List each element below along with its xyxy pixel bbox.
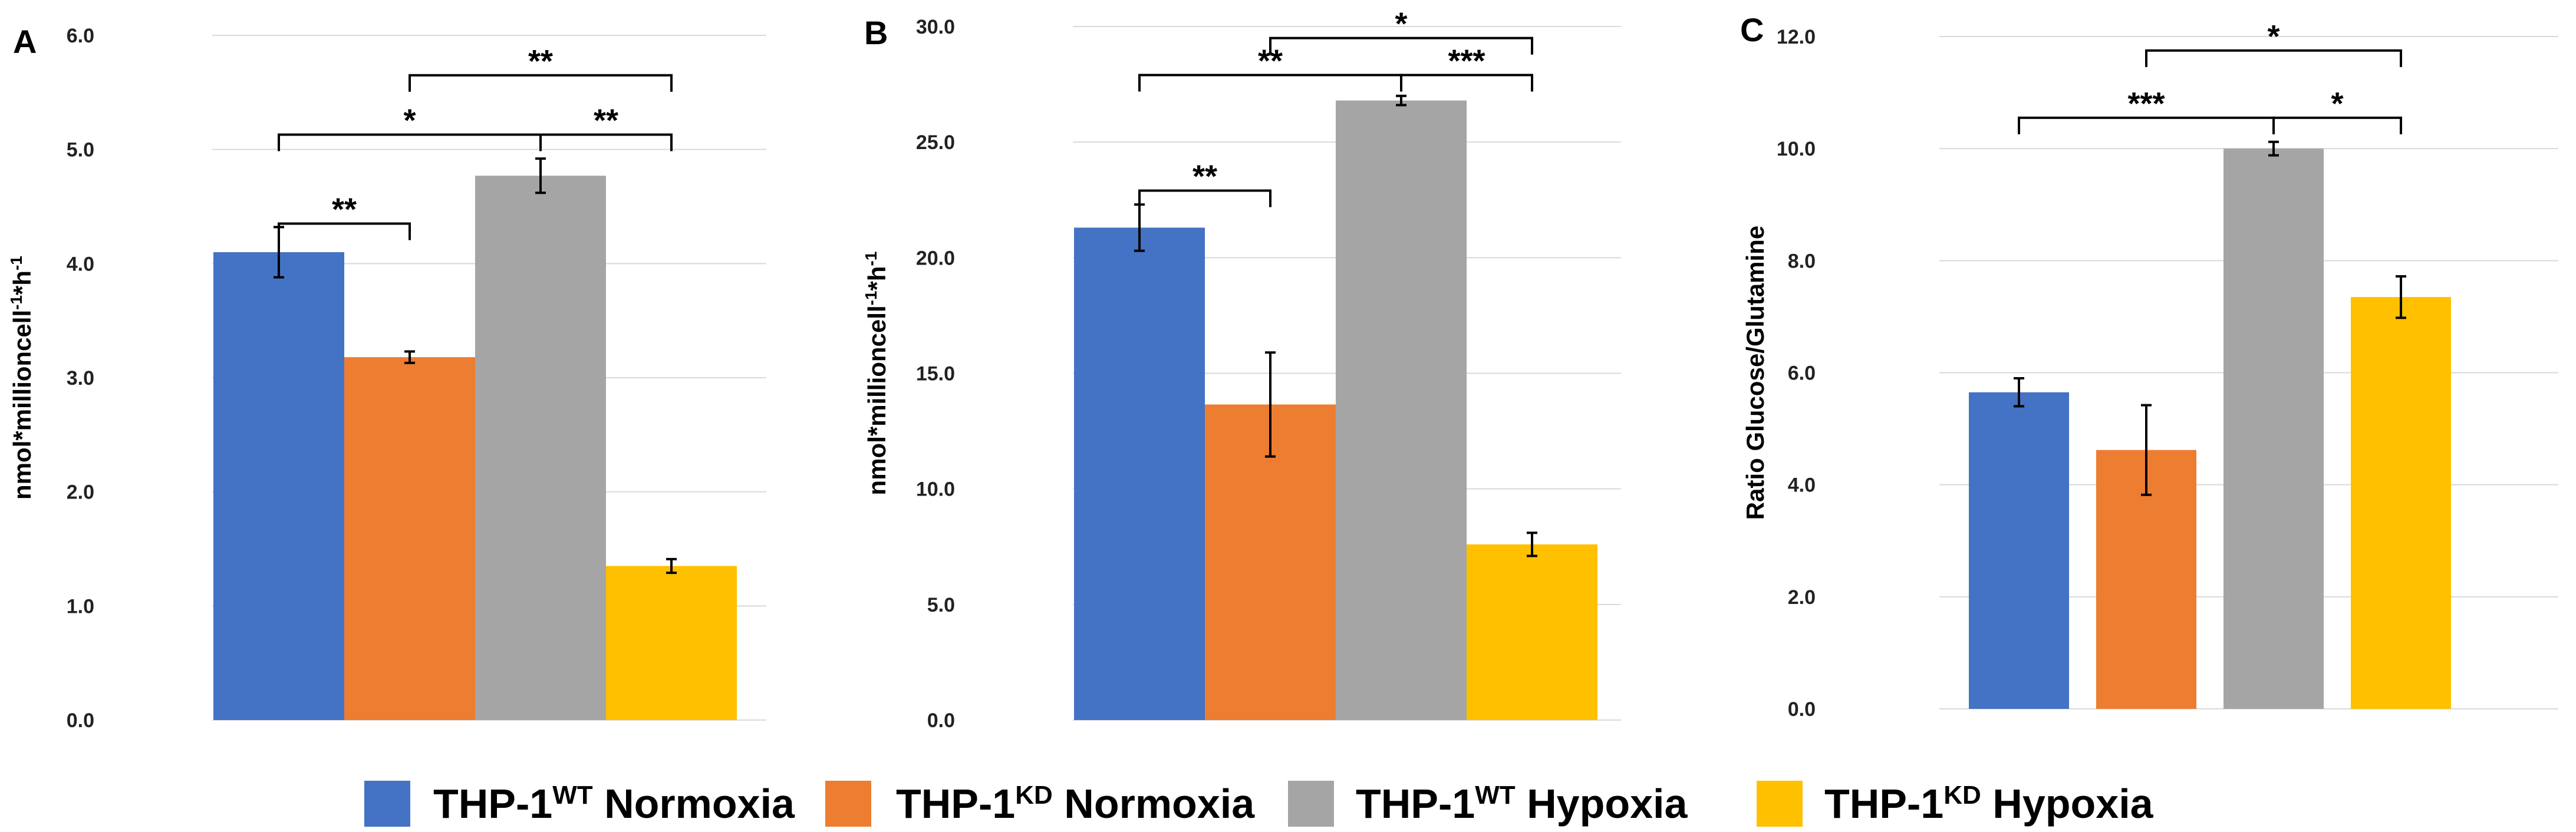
chart-panel-a: 0.01.02.03.04.05.06.0Anmol*millioncell-1…: [7, 23, 766, 732]
y-axis-label-text: nmol*millioncell: [8, 310, 36, 500]
y-axis-label-text: nmol*millioncell: [863, 305, 891, 495]
significance-label: *: [1395, 6, 1407, 42]
significance-bracket: [409, 74, 673, 92]
significance-bracket: [539, 133, 673, 151]
legend-label-condition: Normoxia: [1053, 781, 1255, 827]
y-axis-label-text: *h: [863, 266, 891, 290]
bar: THP-1 WT Normoxia: 5.65: [1969, 392, 2069, 709]
y-tick-label: 8.0: [1788, 250, 1816, 272]
y-tick-label: 5.0: [927, 594, 955, 616]
legend-item: THP-1KD Hypoxia: [1757, 781, 2154, 827]
y-tick-label: 5.0: [67, 139, 94, 161]
y-axis-label: nmol*millioncell-1*h-1: [7, 256, 37, 500]
bar: THP-1 KD Hypoxia: 7.6: [1467, 544, 1597, 720]
legend-label-prefix: THP-1: [1356, 781, 1475, 827]
y-tick-label: 1.0: [67, 595, 94, 618]
legend-label: THP-1WT Normoxia: [433, 781, 795, 827]
y-tick-label: 0.0: [1788, 698, 1816, 721]
significance-bracket: [2272, 116, 2402, 134]
legend-item: THP-1WT Normoxia: [364, 781, 795, 827]
y-tick-label: 3.0: [67, 367, 94, 389]
y-tick-label: 2.0: [67, 481, 94, 504]
legend-swatch: [1288, 781, 1334, 827]
y-tick-label: 0.0: [927, 709, 955, 732]
chart-panel-c: 0.0 2.0 4.0 6.0 8.0 10.0 12.0 C Ratio Glucose/Gl…: [1740, 11, 2558, 721]
y-tick-label: 15.0: [916, 363, 955, 385]
legend-label-superscript: WT: [552, 781, 593, 810]
y-axis-label-superscript: -1: [862, 252, 880, 266]
legend-label-condition: Hypoxia: [1981, 781, 2154, 827]
y-axis-label: Ratio Glucose/Glutamine: [1741, 226, 1769, 520]
legend-label-prefix: THP-1: [1824, 781, 1943, 827]
bar: THP-1 KD Hypoxia: 1.35: [606, 566, 737, 720]
significance-label: *: [2331, 86, 2343, 121]
significance-label: ***: [1448, 43, 1485, 78]
y-tick-label: 30.0: [916, 16, 955, 38]
panel-label: B: [864, 14, 888, 51]
significance-label: ***: [2127, 86, 2165, 121]
significance-bracket: [1269, 37, 1533, 55]
chart-panel-b: 0.0 5.0 10.0 15.0 20.0 25.0 30.0 Bnmol*millionc…: [862, 6, 1621, 732]
y-tick-label: 25.0: [916, 131, 955, 154]
bar: THP-1 WT Normoxia: 4.1: [213, 252, 344, 720]
bar: THP-1 KD Hypoxia: 7.35: [2351, 297, 2451, 709]
legend: THP-1WT Normoxia THP-1KD Normoxia THP-1WT …: [364, 781, 2154, 827]
legend-label-condition: Hypoxia: [1516, 781, 1688, 827]
y-tick-label: 4.0: [67, 253, 94, 275]
y-axis-label-text: Ratio Glucose/Glutamine: [1741, 226, 1769, 520]
legend-label: THP-1KD Normoxia: [896, 781, 1255, 827]
legend-label-superscript: KD: [1943, 781, 1981, 810]
significance-label: **: [528, 44, 553, 79]
y-tick-label: 10.0: [916, 478, 955, 501]
significance-label: **: [594, 103, 618, 138]
panel-label: C: [1740, 11, 1764, 48]
y-axis-label-superscript: -1: [7, 256, 25, 270]
y-tick-label: 6.0: [67, 25, 94, 47]
significance-bracket: [1400, 74, 1533, 92]
legend-label: THP-1WT Hypoxia: [1356, 781, 1688, 827]
y-axis-label-superscript: -1: [862, 290, 880, 305]
bar: THP-1 WT Normoxia: 21.3: [1074, 227, 1205, 721]
y-tick-label: 20.0: [916, 247, 955, 269]
significance-label: **: [1193, 159, 1217, 194]
y-tick-label: 4.0: [1788, 474, 1816, 497]
bar: THP-1 WT Hypoxia: 26.8: [1336, 100, 1467, 721]
significance-bracket: [2145, 49, 2402, 67]
significance-bracket: [1138, 189, 1271, 207]
legend-swatch: [1757, 781, 1803, 827]
panel-label: A: [13, 23, 37, 60]
significance-label: **: [332, 192, 357, 227]
y-tick-label: 0.0: [67, 709, 94, 732]
legend-item: THP-1KD Normoxia: [825, 781, 1255, 827]
legend-swatch: [364, 781, 410, 827]
y-axis-label-superscript: -1: [7, 295, 25, 310]
significance-label: *: [2267, 19, 2279, 54]
legend-swatch: [825, 781, 871, 827]
legend-label-condition: Normoxia: [593, 781, 795, 827]
legend-item: THP-1WT Hypoxia: [1288, 781, 1688, 827]
legend-label-superscript: WT: [1475, 781, 1516, 810]
bar: THP-1 KD Normoxia: 3.18: [344, 357, 475, 720]
y-axis-label: nmol*millioncell-1*h-1: [862, 252, 891, 496]
y-axis-label-text: *h: [8, 270, 36, 295]
legend-label: THP-1KD Hypoxia: [1824, 781, 2154, 827]
bar: THP-1 WT Hypoxia: 4.77: [475, 176, 606, 721]
legend-label-prefix: THP-1: [433, 781, 552, 827]
y-tick-label: 6.0: [1788, 362, 1816, 385]
y-tick-label: 10.0: [1777, 138, 1816, 160]
y-tick-label: 12.0: [1777, 26, 1816, 48]
significance-bracket: [278, 222, 411, 240]
legend-label-superscript: KD: [1015, 781, 1053, 810]
y-tick-label: 2.0: [1788, 586, 1816, 609]
significance-label: *: [403, 103, 416, 138]
legend-label-prefix: THP-1: [896, 781, 1015, 827]
bar: THP-1 WT Hypoxia: 10: [2223, 148, 2324, 709]
